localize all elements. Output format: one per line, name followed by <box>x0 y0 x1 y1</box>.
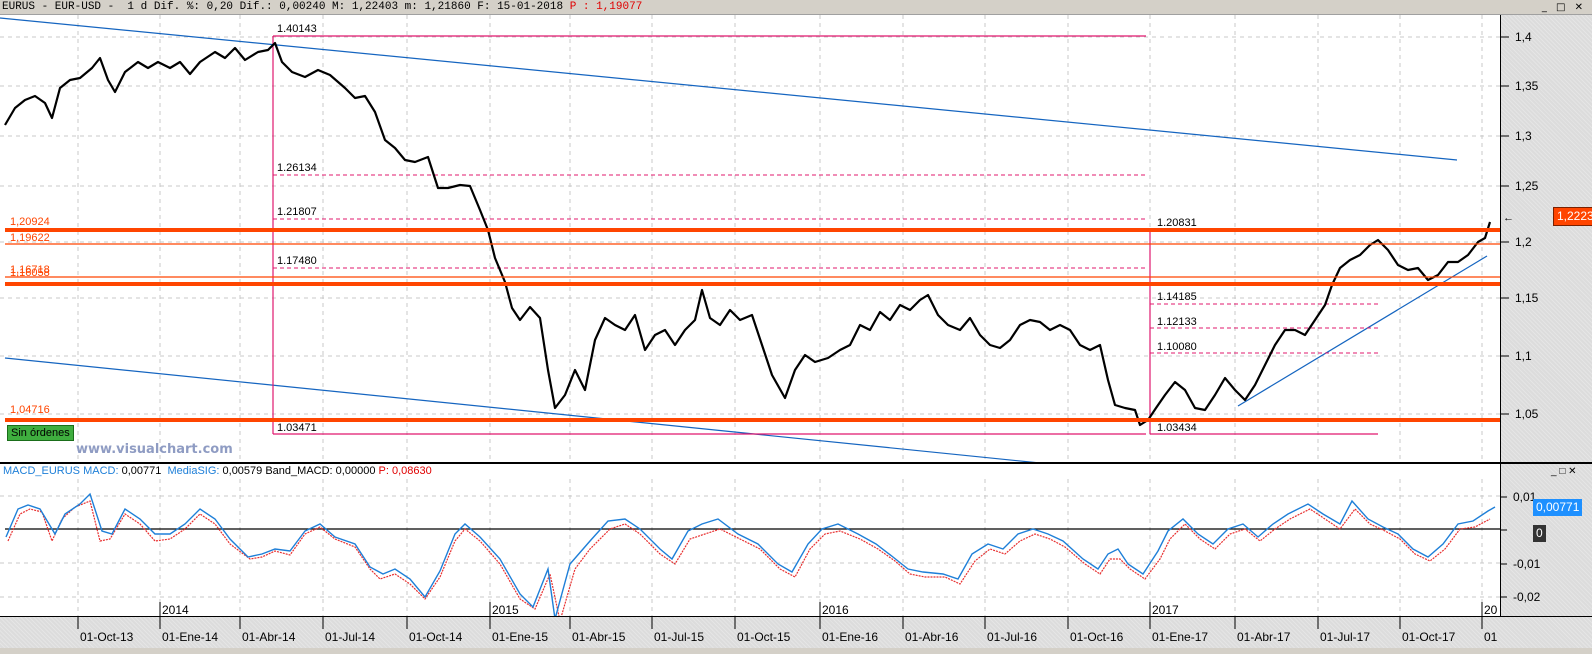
x-tick: 01-Ene-15 <box>492 630 548 644</box>
title-info: EURUS - EUR-USD - 1 d Dif. %: 0,20 Dif.:… <box>2 1 570 13</box>
macd-tick: -0,01 <box>1513 557 1541 571</box>
price-axis[interactable]: 1,4 1,35 1,3 1,25 1,2 1,15 1,1 1,05 ← <box>1500 15 1592 462</box>
price-tick: 1,35 <box>1515 79 1539 93</box>
level-label: 1,19622 <box>10 232 50 244</box>
title-p-value: P : 1,19077 <box>569 1 643 13</box>
x-tick: 01-Jul-15 <box>654 630 704 644</box>
fib-label: 1.10080 <box>1157 341 1197 353</box>
current-price-badge: 1,22231 <box>1553 207 1592 226</box>
level-label: 1,16058 <box>10 267 50 279</box>
sin-ordenes-badge[interactable]: Sin órdenes <box>7 425 74 441</box>
x-tick: 01-Oct-13 <box>80 630 134 644</box>
fib-label: 1.12133 <box>1157 316 1197 328</box>
x-tick: 01-Ene-14 <box>162 630 218 644</box>
x-tick: 01-Ene-16 <box>822 630 878 644</box>
x-tick: 01-Oct-14 <box>409 630 463 644</box>
fib-label: 1.21807 <box>277 206 317 218</box>
x-tick: 01-Oct-16 <box>1070 630 1124 644</box>
arrow-left-icon: ← <box>1503 212 1514 224</box>
fib-label: 1.03471 <box>277 422 317 434</box>
year-labels: 2014 2015 2016 2017 20 <box>159 602 1498 616</box>
price-tick: 1,05 <box>1515 407 1539 421</box>
level-label: 1,16718 <box>10 264 50 276</box>
fib-label: 1.20831 <box>1157 217 1197 229</box>
chart-title-bar: EURUS - EUR-USD - 1 d Dif. %: 0,20 Dif.:… <box>0 0 1592 15</box>
macd-current-badge: 0,00771 <box>1533 499 1583 516</box>
x-tick: 01-Jul-17 <box>1320 630 1370 644</box>
fib-label: 1.14185 <box>1157 291 1197 303</box>
x-tick: 01-Ene-17 <box>1152 630 1208 644</box>
price-tick: 1,1 <box>1515 349 1532 363</box>
x-tick: 01-Abr-14 <box>242 630 296 644</box>
price-plot[interactable]: 1.40143 1.26134 1.21807 1.17480 1.03471 … <box>0 15 1500 464</box>
price-tick: 1,4 <box>1515 30 1532 44</box>
macd-legend: MACD_EURUS MACD: 0,00771 MediaSIG: 0,005… <box>0 464 1500 479</box>
fib-label: 1.26134 <box>277 162 317 174</box>
pane-separator[interactable] <box>0 462 1592 464</box>
fib-label: 1.03434 <box>1157 422 1197 434</box>
macd-tick: -0,02 <box>1513 590 1541 604</box>
x-tick: 01-Oct-17 <box>1402 630 1456 644</box>
x-tick: 01-Abr-16 <box>905 630 959 644</box>
x-tick: 01-Jul-16 <box>987 630 1037 644</box>
year-label: 2016 <box>822 603 849 616</box>
fib-label: 1.17480 <box>277 255 317 267</box>
watermark: www.visualchart.com <box>76 442 233 457</box>
fib-label: 1.40143 <box>277 23 317 35</box>
level-label: 1,04716 <box>10 404 50 416</box>
time-axis[interactable]: 01-Oct-13 01-Ene-14 01-Abr-14 01-Jul-14 … <box>0 616 1592 648</box>
level-label: 1,20924 <box>10 216 50 228</box>
x-tick: 01-Abr-17 <box>1237 630 1291 644</box>
year-label: 20 <box>1484 603 1498 616</box>
year-label: 2015 <box>492 603 519 616</box>
price-tick: 1,3 <box>1515 129 1532 143</box>
year-label: 2017 <box>1152 603 1179 616</box>
price-tick: 1,25 <box>1515 179 1539 193</box>
price-tick: 1,2 <box>1515 235 1532 249</box>
year-label: 2014 <box>162 603 189 616</box>
x-tick: 01-Abr-15 <box>572 630 626 644</box>
macd-window-buttons[interactable]: _ □ ✕ <box>1550 466 1577 477</box>
x-tick: 01-Oct-15 <box>737 630 791 644</box>
x-tick: 01 <box>1484 630 1498 644</box>
window-buttons[interactable]: _ □ ✕ <box>1541 2 1586 13</box>
macd-axis[interactable]: _ □ ✕ 0,01 -0,01 -0,02 <box>1500 464 1592 616</box>
macd-tick: 0,01 <box>1513 490 1537 504</box>
price-tick: 1,15 <box>1515 291 1539 305</box>
macd-zero-badge: 0 <box>1533 525 1546 542</box>
x-tick: 01-Jul-14 <box>325 630 375 644</box>
macd-plot[interactable] <box>0 479 1500 622</box>
